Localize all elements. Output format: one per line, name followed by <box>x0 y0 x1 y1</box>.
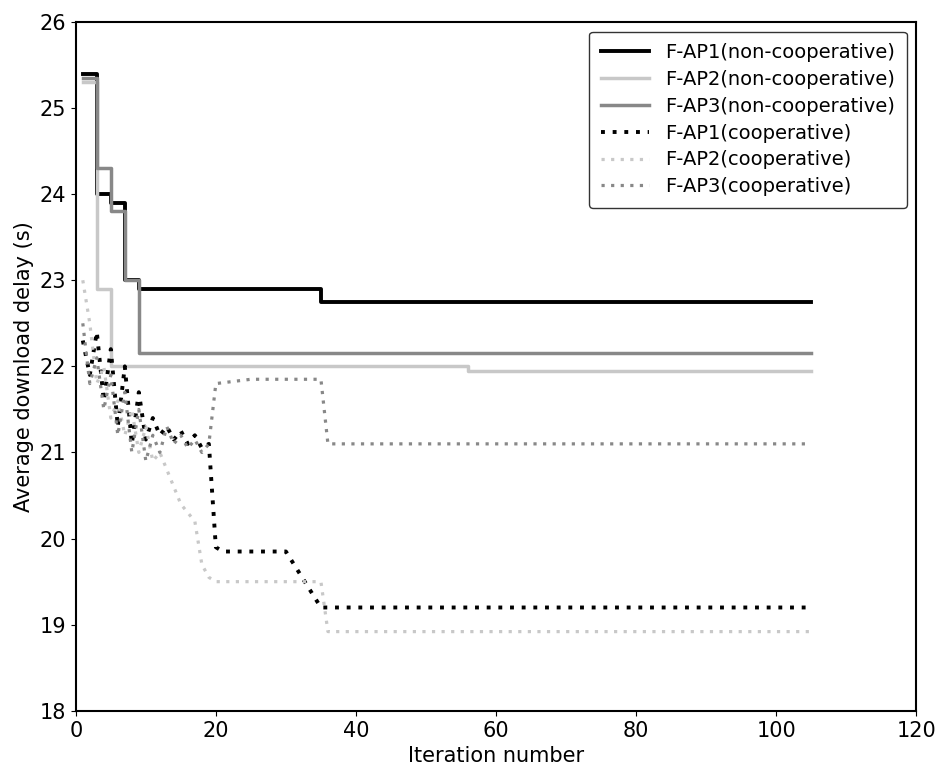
Legend: F-AP1(non-cooperative), F-AP2(non-cooperative), F-AP3(non-cooperative), F-AP1(co: F-AP1(non-cooperative), F-AP2(non-cooper… <box>589 32 906 207</box>
X-axis label: Iteration number: Iteration number <box>408 746 584 766</box>
Y-axis label: Average download delay (s): Average download delay (s) <box>14 221 34 512</box>
